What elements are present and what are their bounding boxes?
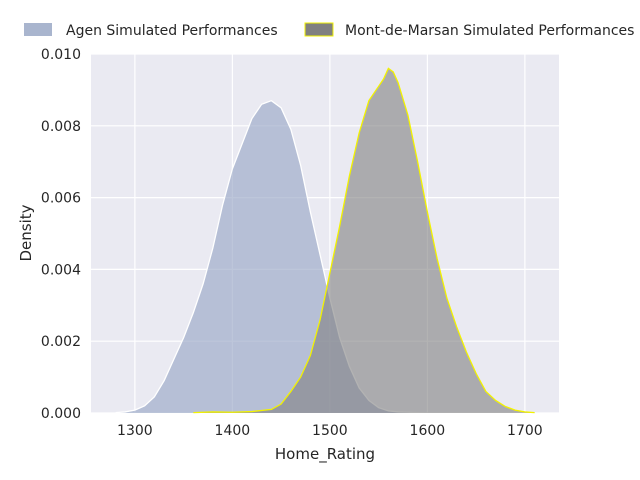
x-tick-label: 1500 (312, 423, 348, 439)
x-tick-label: 1600 (410, 423, 446, 439)
y-axis-label: Density (17, 204, 35, 261)
legend-swatch-mont-de-marsan (304, 22, 334, 37)
y-tick-labels: 0.000 0.002 0.004 0.006 0.008 0.010 (41, 47, 81, 422)
y-tick-label: 0.000 (41, 406, 81, 422)
series-area-0 (115, 100, 428, 414)
y-tick-label: 0.006 (41, 191, 81, 207)
legend: Agen Simulated Performances Mont-de-Mars… (24, 22, 634, 39)
x-tick-label: 1700 (507, 423, 543, 439)
x-tick-label: 1400 (215, 423, 251, 439)
series-area-1 (193, 68, 535, 414)
series-edge-1 (193, 67, 535, 414)
x-tick-labels: 1300 1400 1500 1600 1700 (117, 423, 543, 439)
legend-label-mont-de-marsan: Mont-de-Marsan Simulated Performances (345, 23, 634, 39)
legend-label-agen: Agen Simulated Performances (66, 23, 278, 39)
x-tick-label: 1300 (117, 423, 153, 439)
y-tick-label: 0.002 (41, 334, 81, 350)
y-tick-label: 0.008 (41, 119, 81, 135)
x-axis-label: Home_Rating (275, 445, 375, 464)
y-tick-label: 0.010 (41, 47, 81, 63)
y-tick-label: 0.004 (41, 262, 81, 278)
series-group (115, 67, 535, 414)
legend-swatch-agen (24, 23, 52, 36)
